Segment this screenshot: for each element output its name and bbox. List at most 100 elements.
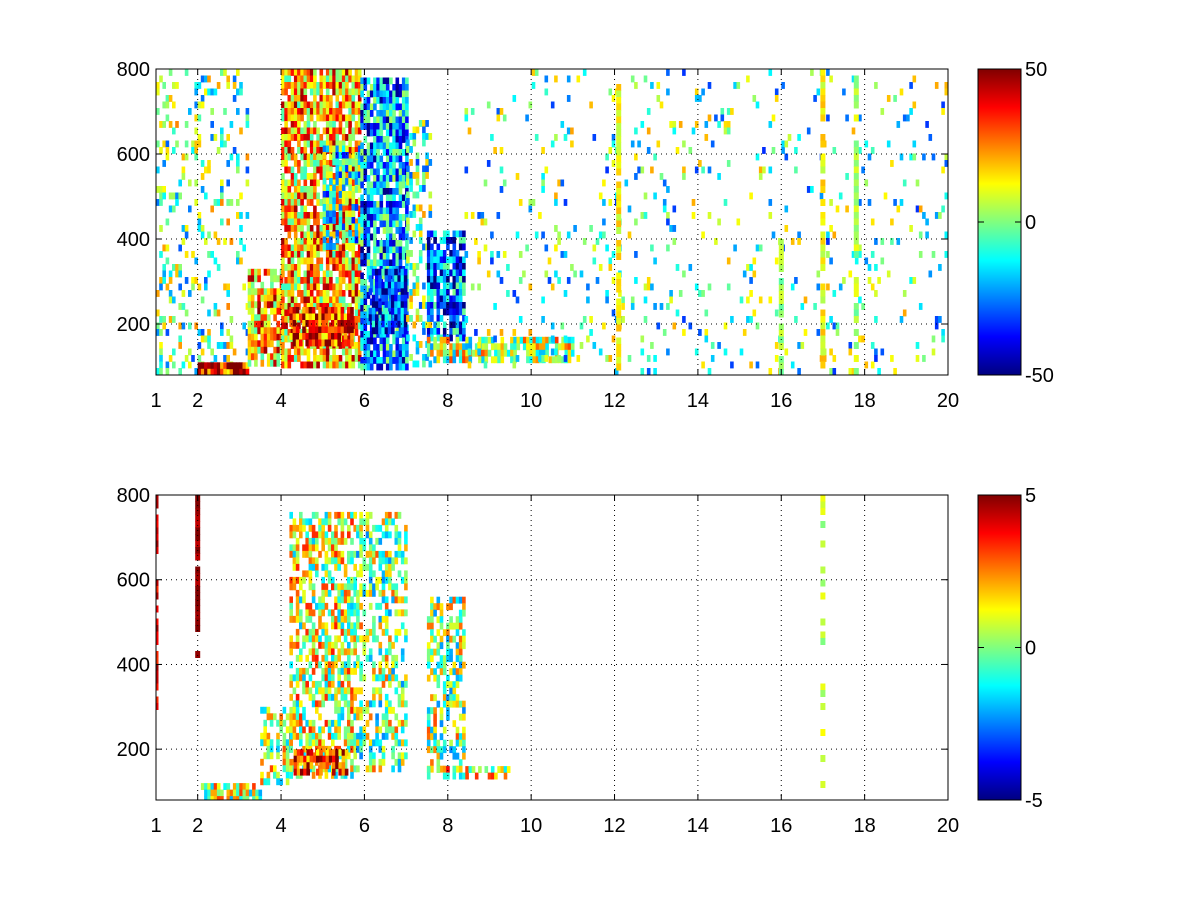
heatmap-cell (464, 114, 469, 122)
heatmap-cell (308, 544, 313, 552)
heatmap-cell (318, 641, 322, 649)
heatmap-cell (337, 307, 341, 314)
heatmap-cell (389, 357, 393, 364)
heatmap-cell (912, 153, 917, 161)
heatmap-cell (338, 296, 343, 304)
heatmap-cell (289, 524, 293, 532)
heatmap-cell (452, 343, 457, 351)
heatmap-cell (270, 301, 274, 309)
heatmap-cell (316, 303, 320, 310)
heatmap-cell (239, 127, 243, 135)
heatmap-cell (309, 75, 314, 83)
heatmap-cell (347, 726, 351, 734)
heatmap-cell (376, 207, 380, 215)
heatmap-cell (306, 296, 311, 304)
heatmap-cell (220, 186, 224, 193)
heatmap-cell (282, 758, 287, 766)
heatmap-cell (347, 745, 351, 753)
heatmap-cell (439, 733, 444, 741)
heatmap-cell (379, 246, 384, 254)
heatmap-cell (313, 127, 317, 135)
heatmap-cell (348, 158, 352, 166)
heatmap-cell (605, 153, 609, 161)
heatmap-cell (391, 596, 395, 604)
heatmap-cell (327, 674, 332, 682)
heatmap-cell (382, 259, 387, 267)
heatmap-cell (319, 153, 324, 161)
heatmap-cell (371, 294, 376, 302)
heatmap-cell (375, 719, 379, 727)
heatmap-cell (184, 251, 189, 258)
heatmap-cell (321, 589, 325, 597)
heatmap-cell (400, 654, 405, 662)
heatmap-cell (510, 356, 514, 364)
heatmap-streak (195, 573, 201, 580)
heatmap-cell (376, 246, 380, 254)
heatmap-cell (462, 349, 466, 357)
heatmap-cell (384, 268, 389, 276)
heatmap-cell (430, 622, 434, 630)
heatmap-cell (327, 661, 332, 669)
heatmap-cell (184, 140, 189, 148)
heatmap-cell (306, 231, 311, 239)
heatmap-cell (282, 765, 287, 773)
heatmap-cell (704, 335, 709, 343)
heatmap-cell (327, 518, 332, 526)
heatmap-cell (295, 557, 300, 565)
heatmap-cell (292, 687, 297, 695)
heatmap-cell (236, 69, 240, 76)
heatmap-cell (289, 511, 293, 519)
heatmap-cell (563, 355, 568, 362)
heatmap-cell (345, 82, 349, 89)
heatmap-streak (616, 129, 622, 137)
heatmap-cell (350, 550, 354, 558)
heatmap-cell (309, 361, 314, 369)
heatmap-streak (853, 114, 859, 122)
heatmap-cell (356, 745, 360, 753)
heatmap-cell (319, 173, 324, 180)
heatmap-cell (325, 121, 330, 128)
heatmap-cell (316, 264, 320, 271)
heatmap-cell (324, 719, 329, 727)
heatmap-cell (694, 166, 699, 174)
heatmap-cell (439, 616, 444, 624)
heatmap-streak (616, 84, 622, 91)
heatmap-cell (313, 251, 317, 258)
heatmap-cell (554, 270, 558, 278)
heatmap-cell (439, 250, 444, 257)
heatmap-cell (328, 749, 333, 757)
heatmap-cell (515, 231, 520, 239)
heatmap-cell (319, 199, 324, 206)
heatmap-cell (541, 147, 545, 154)
heatmap-cell (306, 755, 310, 763)
heatmap-cell (306, 121, 311, 128)
heatmap-cell (309, 277, 314, 284)
heatmap-cell (359, 583, 363, 591)
heatmap-cell (395, 227, 400, 234)
heatmap-cell (236, 362, 240, 370)
heatmap-cell (332, 140, 336, 148)
heatmap-cell (325, 225, 330, 232)
heatmap-cell (287, 179, 292, 187)
heatmap-cell (436, 243, 441, 251)
colorbar-ticks: 50-5 (978, 485, 1043, 812)
heatmap-cell (309, 173, 314, 180)
heatmap-streak (778, 330, 784, 337)
heatmap-cell (273, 771, 277, 779)
heatmap-cell (397, 758, 402, 766)
heatmap-cell (375, 327, 379, 335)
heatmap-cell (356, 596, 360, 604)
heatmap-cell (292, 726, 297, 734)
heatmap-cell (400, 557, 405, 565)
heatmap-cell (363, 220, 368, 228)
heatmap-cell (490, 766, 495, 773)
heatmap-cell (371, 314, 376, 322)
heatmap-cell (292, 700, 297, 708)
heatmap-cell (714, 238, 718, 245)
heatmap-cell (260, 732, 264, 740)
heatmap-cell (300, 205, 304, 213)
heatmap-cell (381, 314, 385, 322)
heatmap-cell (292, 557, 297, 565)
heatmap-cell (200, 186, 205, 193)
heatmap-cell (372, 765, 376, 773)
